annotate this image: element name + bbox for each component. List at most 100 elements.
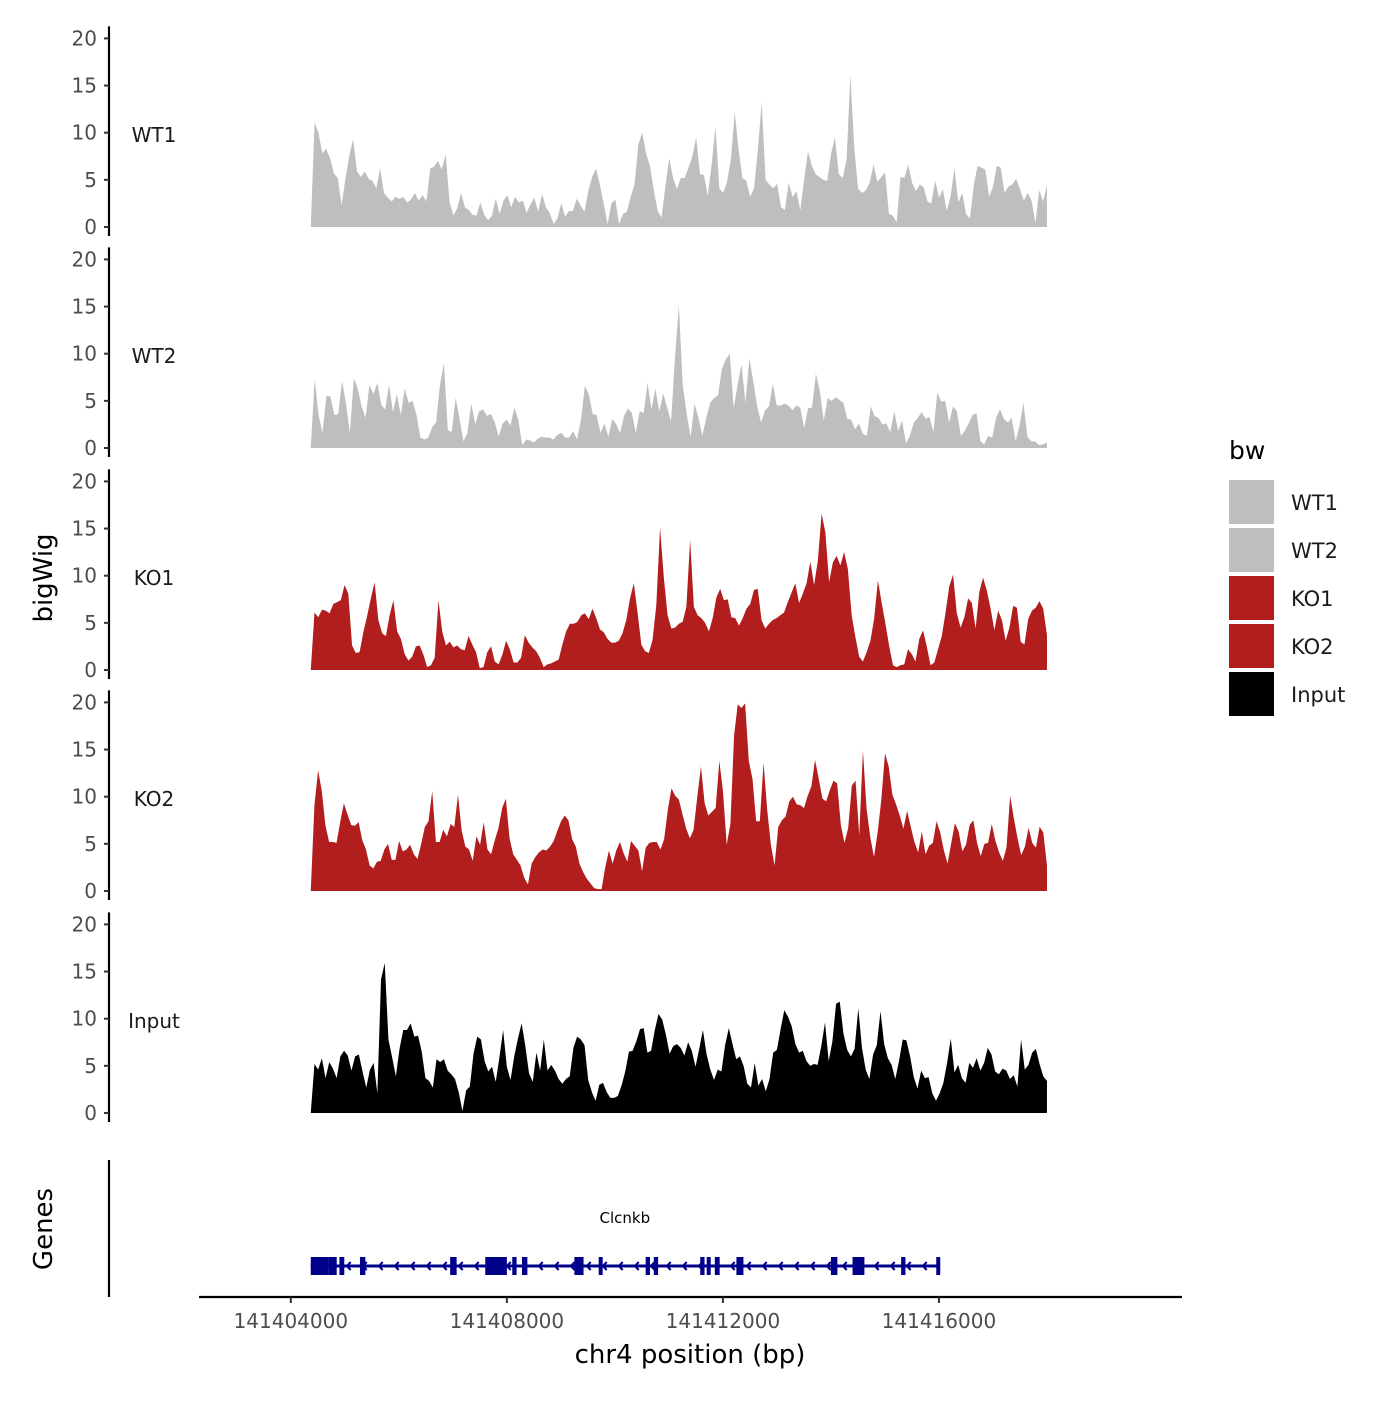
strand-arrow: [601, 1261, 608, 1271]
y-tick-label: 15: [72, 74, 97, 98]
exon: [574, 1257, 584, 1275]
y-tick-label: 20: [72, 469, 97, 493]
strand-arrow: [681, 1261, 688, 1271]
track-ko2: 0 5 10 15 20 KO2: [72, 690, 1047, 903]
gene-panel: Clcnkb: [107, 1160, 941, 1297]
track-label-input: Input: [128, 1009, 180, 1033]
strand-arrow: [409, 1261, 416, 1271]
coverage-area-ko2: [310, 703, 1047, 891]
y-tick-label: 15: [72, 295, 97, 319]
legend-swatch: [1229, 624, 1274, 668]
y-axis-title: bigWig: [29, 533, 59, 622]
strand-arrow: [665, 1261, 672, 1271]
legend-swatch: [1229, 576, 1274, 620]
strand-arrow: [825, 1261, 832, 1271]
legend-label: KO1: [1291, 587, 1334, 611]
legend-swatch: [1229, 672, 1274, 716]
legend-swatch: [1229, 480, 1274, 524]
y-tick-label: 5: [84, 1054, 97, 1078]
legend-title: bw: [1229, 436, 1265, 465]
y-tick-label: 10: [72, 121, 97, 145]
exon: [339, 1257, 345, 1275]
strand-arrow: [377, 1261, 384, 1271]
legend-item-input: Input: [1229, 672, 1345, 716]
coverage-area-ko1: [310, 513, 1047, 670]
strand-arrow: [457, 1261, 464, 1271]
track-label-wt2: WT2: [132, 344, 177, 368]
track-label-ko1: KO1: [134, 566, 175, 590]
track-label-wt1: WT1: [132, 123, 177, 147]
y-tick-label: 0: [84, 879, 97, 903]
strand-arrow: [809, 1261, 816, 1271]
exon: [706, 1257, 711, 1275]
strand-arrow: [761, 1261, 768, 1271]
strand-arrow: [745, 1261, 752, 1271]
strand-arrow: [425, 1261, 432, 1271]
exon: [852, 1257, 865, 1275]
x-tick-label: 141408000: [450, 1309, 565, 1333]
strand-arrow: [569, 1261, 576, 1271]
strand-arrow: [537, 1261, 544, 1271]
exon: [521, 1257, 528, 1275]
exon: [359, 1257, 366, 1275]
strand-arrow: [905, 1261, 912, 1271]
strand-arrow: [441, 1261, 448, 1271]
y-tick-label: 10: [72, 342, 97, 366]
exon: [714, 1257, 720, 1275]
track-wt1: 0 5 10 15 20 WT1: [72, 26, 1047, 239]
strand-arrow: [841, 1261, 848, 1271]
y-tick-label: 5: [84, 168, 97, 192]
strand-arrow: [873, 1261, 880, 1271]
y-tick-label: 0: [84, 1101, 97, 1125]
x-tick-label: 141412000: [666, 1309, 781, 1333]
legend-label: WT1: [1291, 491, 1338, 515]
exon: [328, 1257, 337, 1275]
strand-arrow: [553, 1261, 560, 1271]
exon: [485, 1257, 507, 1275]
y-tick-label: 20: [72, 690, 97, 714]
coverage-area-input: [310, 963, 1047, 1113]
y-tick-label: 20: [72, 247, 97, 271]
y-tick-label: 20: [72, 26, 97, 50]
y-tick-label: 10: [72, 1007, 97, 1031]
y-tick-label: 0: [84, 658, 97, 682]
legend: bw WT1 WT2 KO1 KO2 Input: [1229, 436, 1345, 716]
legend-item-ko1: KO1: [1229, 576, 1334, 620]
y-tick-label: 5: [84, 611, 97, 635]
y-tick-label: 15: [72, 960, 97, 984]
y-tick-label: 5: [84, 832, 97, 856]
track-panels: 0 5 10 15 20 WT1 0 5 10 15 20 WT2 0 5 10 15 20 KO1 0 5 10 15 2…: [72, 26, 1047, 1125]
strand-arrow: [585, 1261, 592, 1271]
exon: [598, 1257, 603, 1275]
legend-label: Input: [1291, 683, 1345, 707]
y-tick-label: 15: [72, 738, 97, 762]
exon: [936, 1257, 941, 1275]
track-wt2: 0 5 10 15 20 WT2: [72, 247, 1047, 460]
x-axis-title: chr4 position (bp): [575, 1340, 806, 1370]
gene-track-title: Genes: [29, 1188, 59, 1270]
strand-arrow: [649, 1261, 656, 1271]
strand-arrow: [633, 1261, 640, 1271]
strand-arrow: [889, 1261, 896, 1271]
track-label-ko2: KO2: [134, 787, 175, 811]
y-tick-label: 5: [84, 389, 97, 413]
exon: [901, 1257, 906, 1275]
strand-arrow: [729, 1261, 736, 1271]
x-tick-label: 141404000: [234, 1309, 349, 1333]
exon: [653, 1257, 659, 1275]
track-input: 0 5 10 15 20 Input: [72, 912, 1047, 1125]
legend-swatch: [1229, 528, 1274, 572]
x-tick-label: 141416000: [882, 1309, 997, 1333]
exon: [700, 1257, 705, 1275]
strand-arrow: [617, 1261, 624, 1271]
strand-arrow: [393, 1261, 400, 1271]
coverage-area-wt1: [310, 75, 1047, 228]
legend-item-ko2: KO2: [1229, 624, 1334, 668]
exon: [310, 1257, 329, 1275]
y-tick-label: 20: [72, 912, 97, 936]
track-ko1: 0 5 10 15 20 KO1: [72, 469, 1047, 682]
strand-arrow: [345, 1261, 352, 1271]
exon: [512, 1257, 517, 1275]
strand-arrow: [793, 1261, 800, 1271]
